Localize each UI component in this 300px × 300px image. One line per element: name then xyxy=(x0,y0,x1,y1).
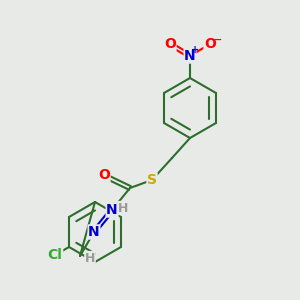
Text: H: H xyxy=(85,251,95,265)
Text: S: S xyxy=(147,173,157,187)
Text: +: + xyxy=(191,45,199,55)
Text: O: O xyxy=(204,37,216,51)
Text: −: − xyxy=(213,35,223,45)
Text: O: O xyxy=(98,168,110,182)
Text: N: N xyxy=(106,203,118,217)
Text: H: H xyxy=(118,202,128,214)
Text: N: N xyxy=(88,225,100,239)
Text: N: N xyxy=(184,49,196,63)
Text: Cl: Cl xyxy=(48,248,63,262)
Text: O: O xyxy=(164,37,176,51)
